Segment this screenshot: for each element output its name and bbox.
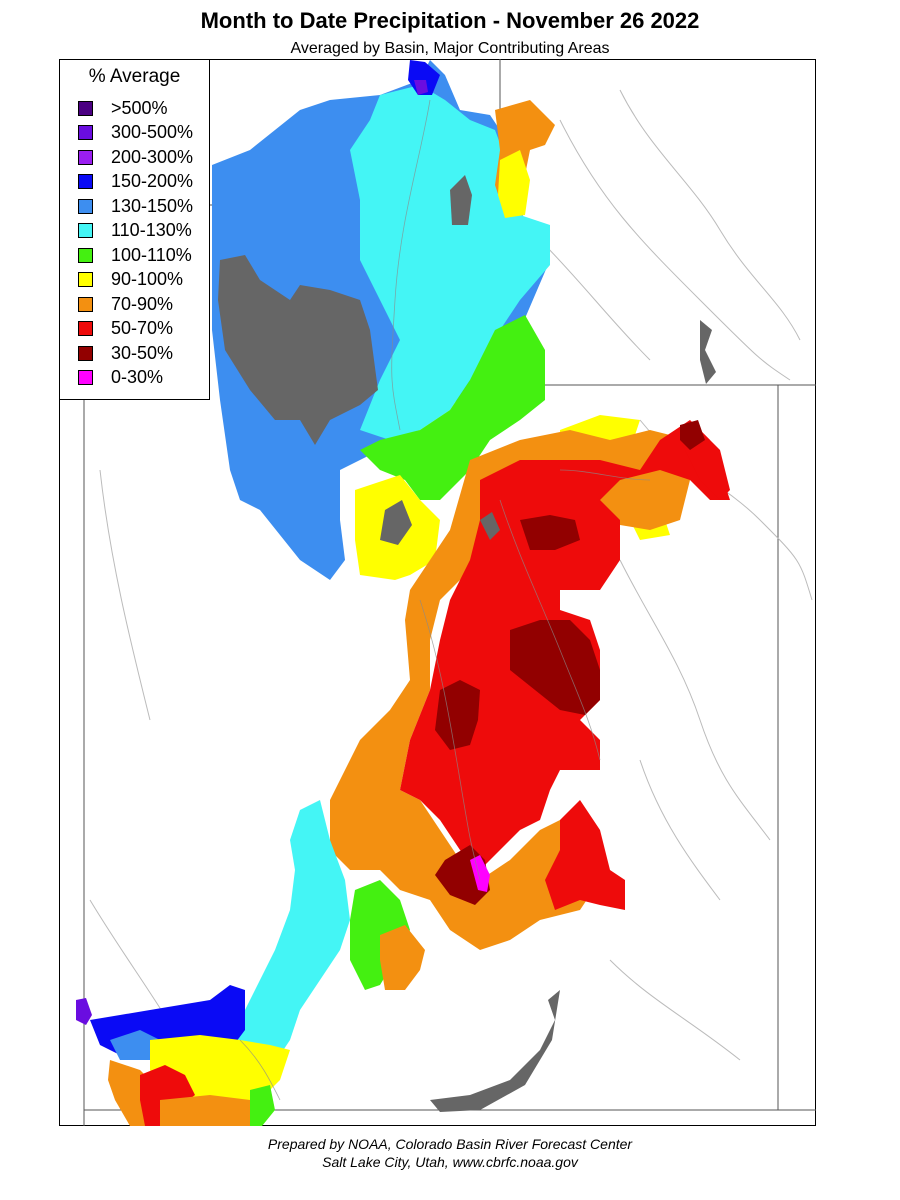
- lake-flaming-gorge: [380, 500, 412, 545]
- basin-region-130-150-south: [110, 1030, 160, 1060]
- legend-swatch: [78, 100, 93, 116]
- legend-label: 100-110%: [111, 244, 192, 265]
- outer-streams: [89, 89, 813, 1061]
- legend-item: >500%: [78, 97, 168, 119]
- legend-item: 300-500%: [78, 122, 193, 144]
- map-subtitle: Averaged by Basin, Major Contributing Ar…: [290, 40, 610, 57]
- legend: % Average >500% 300-500% 200-300% 150-200% 1…: [59, 59, 210, 400]
- basin-region-70-90-central: [330, 430, 690, 950]
- footer-credit: Prepared by NOAA, Colorado Basin River F…: [267, 1136, 633, 1152]
- basin-region-300-500-south: [76, 998, 92, 1025]
- legend-label: 300-500%: [111, 122, 194, 142]
- basin-region-30-50-central: [520, 515, 580, 550]
- map-title: Month to Date Precipitation - November 2…: [200, 8, 700, 33]
- legend-title: % Average: [88, 66, 181, 87]
- legend-item: 130-150%: [78, 195, 193, 217]
- legend-swatch: [78, 345, 93, 361]
- basin-lakes: [218, 175, 500, 545]
- lake-fontenelle: [218, 255, 378, 445]
- legend-label: 150-200%: [111, 171, 194, 191]
- lake-north: [450, 175, 472, 225]
- basin-region-100-110-south-edge: [250, 1085, 275, 1126]
- legend-item: 100-110%: [78, 244, 192, 266]
- footer-location: Salt Lake City, Utah, www.cbrfc.noaa.gov: [322, 1154, 578, 1170]
- outer-water: [430, 320, 716, 1112]
- basin-region-70-90-southcentral: [380, 925, 425, 990]
- legend-item: 0-30%: [78, 367, 163, 389]
- basin-region-100-110-mid: [360, 315, 545, 500]
- legend-swatch: [78, 247, 93, 263]
- legend-label: 30-50%: [111, 342, 174, 363]
- legend-label: 200-300%: [111, 146, 194, 167]
- legend-swatch: [78, 272, 93, 287]
- basin-region-110-130-south: [220, 800, 350, 1095]
- basin-region-30-50-gunnison: [510, 620, 600, 715]
- basin-region-70-90-south-edge: [160, 1095, 260, 1126]
- basin-region-30-50-escalante: [435, 680, 480, 750]
- legend-item: 90-100%: [78, 269, 183, 291]
- map-frame: [59, 59, 816, 1126]
- legend-swatch: [78, 321, 93, 336]
- basin-region-90-100-north: [498, 150, 530, 218]
- legend-label: 110-130%: [111, 220, 192, 240]
- legend-label: 0-30%: [111, 367, 164, 387]
- legend-swatch: [78, 223, 93, 238]
- legend-item: 200-300%: [78, 146, 193, 168]
- legend-swatch: [78, 370, 93, 385]
- inner-streams: [239, 99, 651, 1101]
- legend-item: 30-50%: [78, 342, 173, 364]
- legend-swatch: [78, 174, 93, 189]
- legend-item: 110-130%: [78, 220, 192, 242]
- basin-region-0-30-south: [470, 855, 490, 892]
- basin-region-30-50-yampa-ne: [680, 420, 705, 450]
- basin-region-50-70-southeast: [545, 800, 625, 910]
- legend-item: 50-70%: [78, 318, 173, 340]
- lake-strawberry: [480, 512, 500, 540]
- legend-label: 70-90%: [111, 293, 174, 314]
- legend-swatch: [78, 149, 93, 165]
- legend-label: 90-100%: [111, 269, 184, 289]
- legend-label: 50-70%: [111, 318, 174, 338]
- legend-item: 70-90%: [78, 293, 173, 315]
- legend-swatch: [78, 296, 93, 312]
- legend-label: >500%: [111, 97, 168, 118]
- legend-swatch: [78, 125, 93, 140]
- legend-label: 130-150%: [111, 195, 194, 216]
- basin-region-300-500-north: [414, 80, 428, 95]
- basin-region-50-70-southwest: [140, 1065, 195, 1126]
- legend-swatch: [78, 198, 93, 214]
- legend-item: 150-200%: [78, 171, 193, 193]
